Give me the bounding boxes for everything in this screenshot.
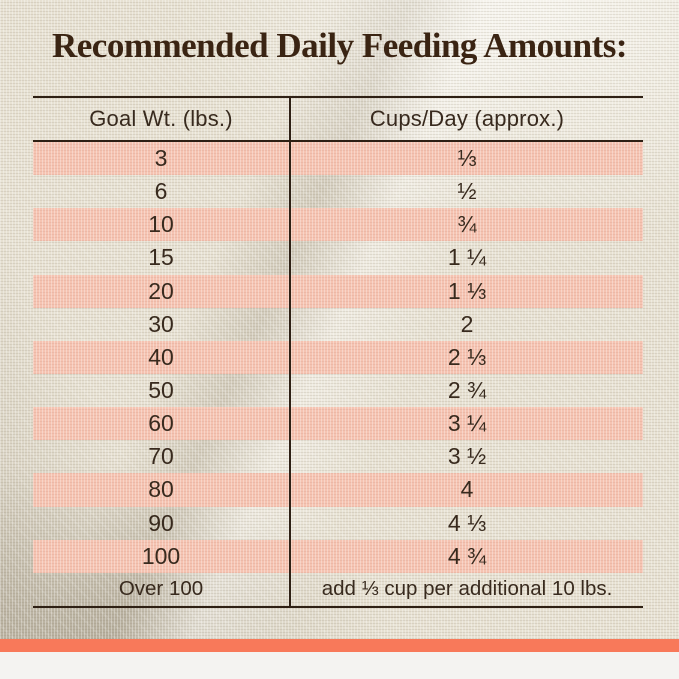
goal-weight-cell: 90 bbox=[33, 506, 291, 540]
cups-per-day-cell: 4 ⅓ bbox=[447, 509, 487, 536]
goal-weight-cell: 3 bbox=[33, 142, 291, 176]
table-row: 50 2 ¾ bbox=[33, 373, 643, 408]
cups-per-day-cell: ¾ bbox=[457, 211, 477, 238]
orange-divider-bar bbox=[0, 639, 679, 652]
cups-per-day-cell: 2 bbox=[460, 310, 474, 337]
table-row: 100 4 ¾ bbox=[33, 539, 643, 573]
table-row: 60 3 ¼ bbox=[33, 407, 643, 441]
goal-weight-cell: 10 bbox=[33, 208, 291, 242]
goal-weight-cell: 70 bbox=[33, 440, 291, 474]
cups-per-day-cell: 4 bbox=[460, 476, 474, 503]
table-header-row: Goal Wt. (lbs.) Cups/Day (approx.) bbox=[33, 98, 643, 142]
table-row: 6 ½ bbox=[33, 175, 643, 209]
goal-weight-cell: 60 bbox=[33, 407, 291, 441]
goal-weight-cell: 40 bbox=[33, 340, 291, 374]
cups-per-day-cell: ⅓ bbox=[457, 145, 477, 172]
column-header-goal-weight: Goal Wt. (lbs.) bbox=[33, 98, 291, 140]
table-row: 40 2 ⅓ bbox=[33, 340, 643, 374]
table-row: 80 4 bbox=[33, 473, 643, 507]
table-row: Over 100 add ⅓ cup per additional 10 lbs… bbox=[33, 572, 643, 606]
table-row: 15 1 ¼ bbox=[33, 241, 643, 275]
cups-per-day-cell: 2 ¾ bbox=[447, 377, 487, 404]
goal-weight-cell: 50 bbox=[33, 373, 291, 408]
cups-per-day-cell: 1 ¼ bbox=[447, 244, 487, 271]
cups-per-day-cell: 3 ½ bbox=[447, 443, 487, 470]
fabric-background: Recommended Daily Feeding Amounts: Goal … bbox=[0, 0, 679, 639]
table-body: 3 ⅓ 6 ½ 10 ¾ 15 1 ¼ 20 1 ⅓ 30 2 40 2 ⅓ 5… bbox=[33, 142, 643, 606]
column-header-cups-per-day: Cups/Day (approx.) bbox=[369, 106, 565, 131]
goal-weight-cell: 30 bbox=[33, 307, 291, 341]
cups-per-day-cell: 2 ⅓ bbox=[447, 343, 487, 370]
cups-per-day-cell: 1 ⅓ bbox=[447, 277, 487, 304]
table-row: 3 ⅓ bbox=[33, 142, 643, 176]
goal-weight-cell: 15 bbox=[33, 241, 291, 275]
table-row: 10 ¾ bbox=[33, 208, 643, 242]
table-row: 70 3 ½ bbox=[33, 440, 643, 474]
goal-weight-cell: 20 bbox=[33, 274, 291, 308]
cups-per-day-cell: ½ bbox=[457, 178, 477, 205]
footer-background bbox=[0, 652, 679, 679]
table-row: 20 1 ⅓ bbox=[33, 274, 643, 308]
cups-per-day-cell: add ⅓ cup per additional 10 lbs. bbox=[321, 577, 613, 601]
goal-weight-cell: Over 100 bbox=[33, 572, 291, 606]
feeding-table: Goal Wt. (lbs.) Cups/Day (approx.) 3 ⅓ 6… bbox=[33, 96, 643, 608]
goal-weight-cell: 80 bbox=[33, 473, 291, 507]
table-row: 30 2 bbox=[33, 307, 643, 341]
cups-per-day-cell: 3 ¼ bbox=[447, 410, 487, 437]
table-row: 90 4 ⅓ bbox=[33, 506, 643, 540]
goal-weight-cell: 100 bbox=[33, 539, 291, 573]
goal-weight-cell: 6 bbox=[33, 175, 291, 209]
page-title: Recommended Daily Feeding Amounts: bbox=[51, 26, 628, 65]
cups-per-day-cell: 4 ¾ bbox=[447, 542, 487, 569]
